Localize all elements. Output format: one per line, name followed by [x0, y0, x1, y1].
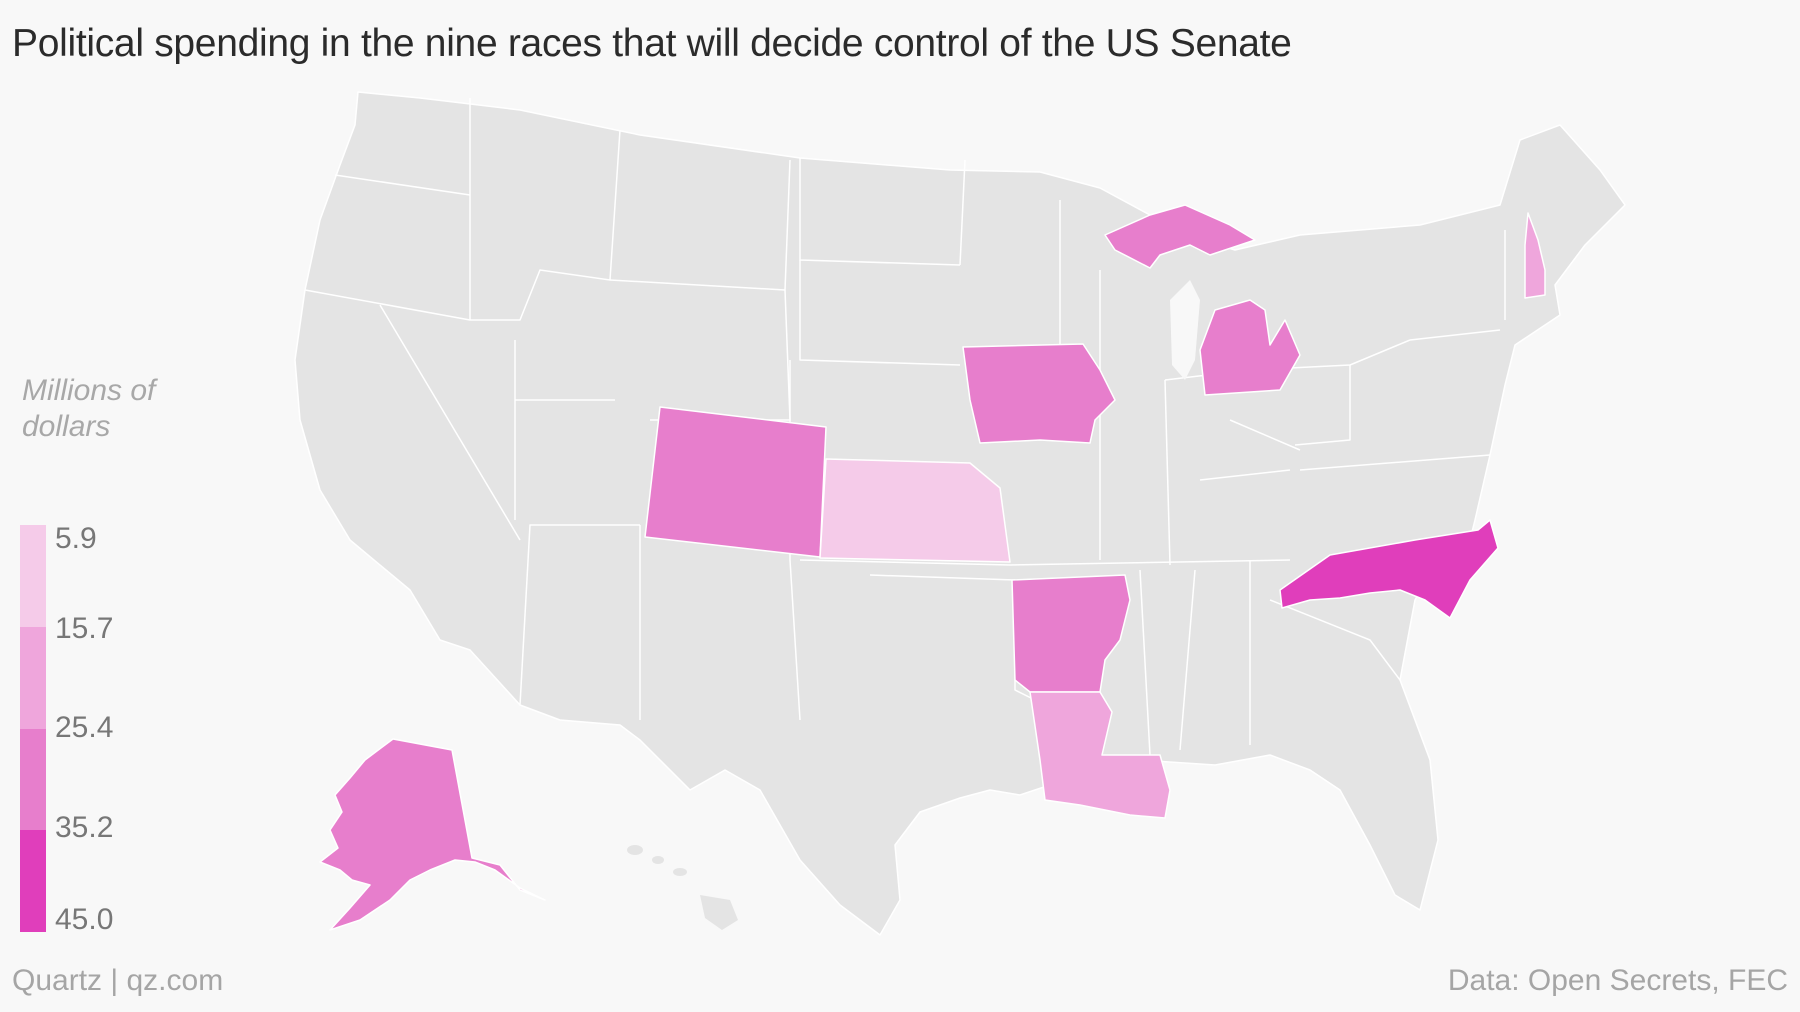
state-hawaii — [627, 845, 738, 930]
legend-tick-2: 15.7 — [55, 612, 114, 645]
footer-source-right: Data: Open Secrets, FEC — [1447, 964, 1788, 997]
state-alaska — [319, 738, 546, 931]
legend-swatch-bin-4 — [20, 830, 46, 932]
legend-title-line2: dollars — [22, 410, 111, 443]
state-louisiana — [1029, 691, 1171, 819]
state-north-carolina — [1279, 519, 1499, 619]
legend-tick-4: 35.2 — [55, 811, 114, 844]
lake-michigan — [1170, 280, 1200, 380]
legend-tick-5: 45.0 — [55, 903, 114, 936]
state-colorado — [644, 406, 827, 558]
footer-source-left: Quartz | qz.com — [12, 964, 224, 997]
state-new-hampshire — [1524, 212, 1546, 299]
legend-title: Millions of dollars — [22, 373, 155, 445]
legend-tick-3: 25.4 — [55, 711, 114, 744]
legend-title-line1: Millions of — [22, 374, 156, 407]
legend-swatch-bin-1 — [20, 525, 46, 627]
chart-title: Political spending in the nine races tha… — [12, 22, 1292, 65]
state-michigan-upper — [1104, 204, 1256, 269]
legend-tick-1: 5.9 — [55, 522, 97, 555]
state-michigan-lower — [1199, 299, 1301, 396]
legend-color-scale — [20, 525, 46, 932]
legend-swatch-bin-3 — [20, 728, 46, 831]
state-kansas — [819, 458, 1011, 563]
legend-swatch-bin-2 — [20, 626, 46, 729]
state-arkansas — [1011, 574, 1131, 693]
state-iowa — [962, 343, 1116, 444]
